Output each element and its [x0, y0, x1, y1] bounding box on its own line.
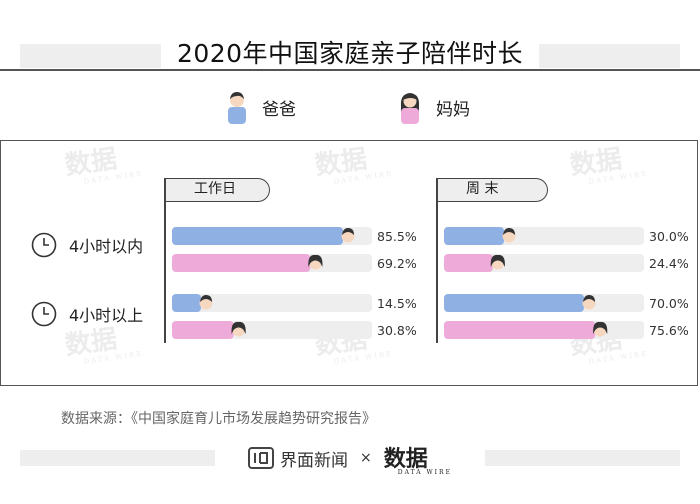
footer-separator: ×	[360, 450, 372, 466]
chart-title: 2020年中国家庭亲子陪伴时长	[0, 34, 700, 70]
legend-label-father: 爸爸	[262, 99, 296, 120]
bar-mother	[444, 254, 493, 272]
data-label: 69.2%	[377, 256, 417, 271]
row-label-over-4h: 4小时以上	[31, 301, 143, 327]
mother-head-icon	[490, 254, 505, 270]
father-head-icon	[199, 295, 213, 310]
chart-title-text: 2020年中国家庭亲子陪伴时长	[160, 39, 540, 68]
bar-father	[172, 227, 343, 245]
panel-tab-weekend: 周 末	[436, 178, 548, 202]
data-label: 85.5%	[377, 229, 417, 244]
bar-mother	[444, 321, 596, 339]
bar-father	[172, 294, 201, 312]
footer-branding: 界面新闻 × 数据 DATA WIRE	[215, 441, 485, 476]
data-label: 70.0%	[649, 296, 689, 311]
legend-item-mother: 妈妈	[398, 90, 470, 124]
footer-brand: 界面新闻	[280, 450, 349, 471]
bar-mother	[172, 321, 234, 339]
axis-line-weekend	[436, 178, 438, 343]
legend-label-mother: 妈妈	[436, 99, 470, 120]
bar-father	[444, 294, 584, 312]
data-label: 75.6%	[649, 323, 689, 338]
bar-track	[172, 294, 372, 312]
clock-icon	[31, 301, 57, 327]
data-label: 30.8%	[377, 323, 417, 338]
data-source-note: 数据来源：《中国家庭育儿市场发展趋势研究报告》	[61, 411, 376, 427]
mother-avatar-icon	[400, 93, 420, 124]
data-label: 30.0%	[649, 229, 689, 244]
row-label-under-4h: 4小时以内	[31, 232, 143, 258]
row-label-text: 4小时以内	[69, 237, 144, 256]
clock-icon	[31, 232, 57, 258]
father-avatar-icon	[228, 92, 246, 124]
bar-father	[444, 227, 504, 245]
mother-head-icon	[231, 321, 246, 337]
father-head-icon	[502, 228, 516, 243]
row-label-text: 4小时以上	[69, 306, 144, 325]
father-head-icon	[341, 228, 355, 243]
bar-mother	[172, 254, 311, 272]
panel-tab-weekday: 工作日	[164, 178, 270, 202]
title-underline	[0, 69, 700, 71]
axis-line-weekday	[164, 178, 166, 343]
jiemian-logo-icon	[248, 447, 275, 469]
data-label: 24.4%	[649, 256, 689, 271]
footer-partner-logo: 数据 DATA WIRE	[383, 445, 452, 476]
legend-item-father: 爸爸	[226, 90, 296, 124]
mother-head-icon	[593, 321, 608, 337]
data-label: 14.5%	[377, 296, 417, 311]
mother-head-icon	[308, 254, 323, 270]
father-head-icon	[582, 295, 596, 310]
